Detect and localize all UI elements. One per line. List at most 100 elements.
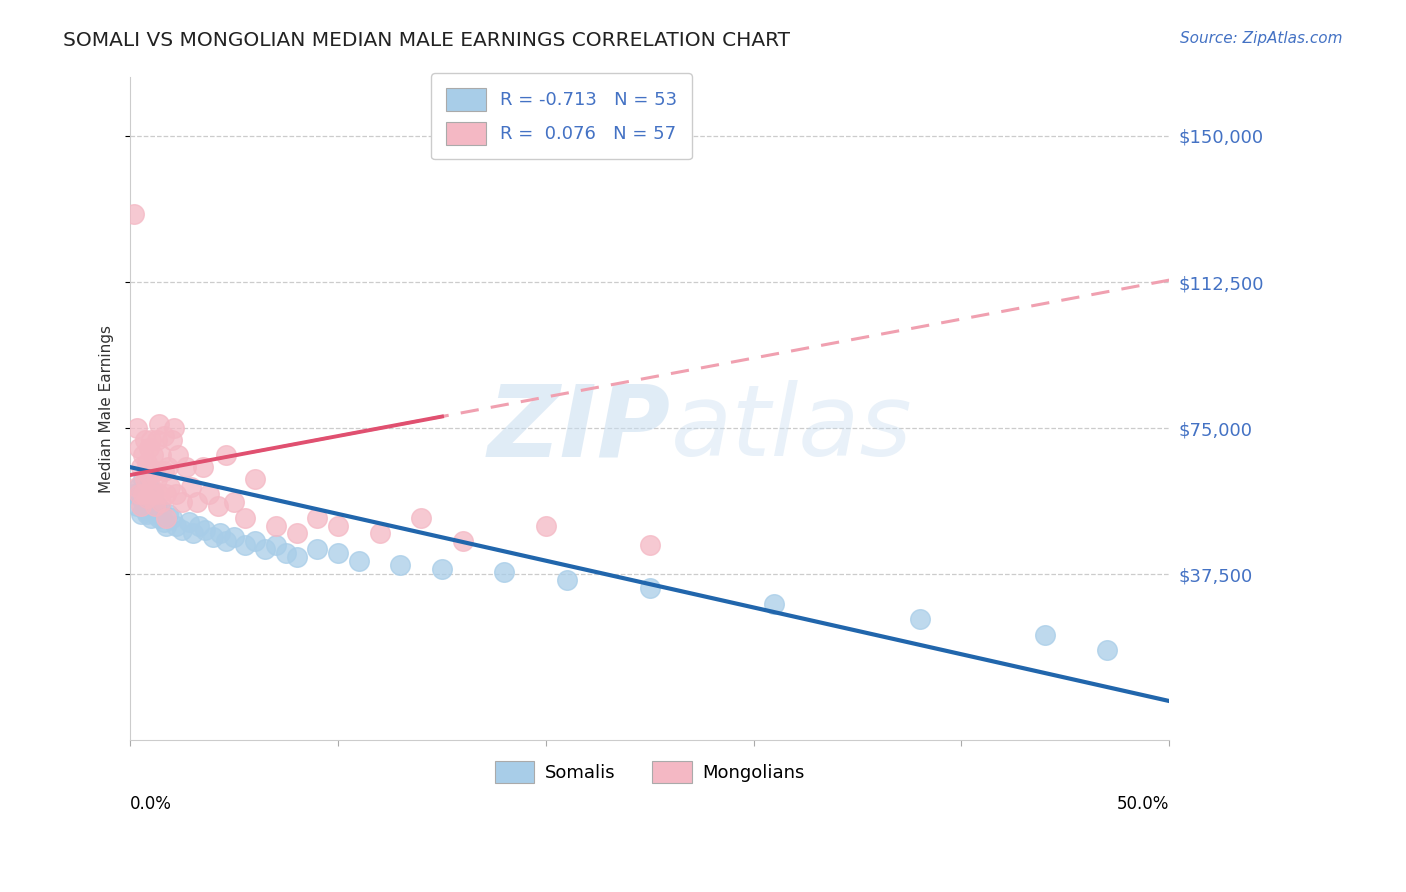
Point xyxy=(411,511,433,525)
Point xyxy=(142,487,165,501)
Point xyxy=(207,499,229,513)
Text: SOMALI VS MONGOLIAN MEDIAN MALE EARNINGS CORRELATION CHART: SOMALI VS MONGOLIAN MEDIAN MALE EARNINGS… xyxy=(63,31,790,50)
Point xyxy=(908,612,931,626)
Point xyxy=(638,581,661,595)
Point xyxy=(132,449,155,463)
Point xyxy=(155,518,177,533)
Point xyxy=(307,541,329,556)
Point xyxy=(124,487,146,501)
Point xyxy=(224,495,246,509)
Text: Source: ZipAtlas.com: Source: ZipAtlas.com xyxy=(1180,31,1343,46)
Point xyxy=(243,534,266,549)
Point xyxy=(156,460,179,475)
Point xyxy=(638,538,661,552)
Point xyxy=(142,503,165,517)
Text: atlas: atlas xyxy=(671,380,912,477)
Point xyxy=(160,511,183,525)
Point xyxy=(139,480,162,494)
Point xyxy=(264,538,287,552)
Point xyxy=(146,499,169,513)
Point xyxy=(159,480,181,494)
Point xyxy=(125,421,148,435)
Point xyxy=(285,549,308,564)
Point xyxy=(224,530,246,544)
Point xyxy=(138,480,160,494)
Point xyxy=(150,495,173,509)
Point xyxy=(155,511,177,525)
Point xyxy=(146,433,169,447)
Point xyxy=(215,449,238,463)
Point xyxy=(176,460,198,475)
Point xyxy=(243,472,266,486)
Point xyxy=(134,472,156,486)
Point xyxy=(128,487,150,501)
Point xyxy=(150,503,173,517)
Point xyxy=(215,534,238,549)
Point xyxy=(129,507,152,521)
Point xyxy=(194,523,217,537)
Point xyxy=(143,464,166,478)
Point xyxy=(233,538,256,552)
Point xyxy=(128,441,150,455)
Point xyxy=(129,499,152,513)
Point xyxy=(180,480,202,494)
Point xyxy=(254,541,277,556)
Y-axis label: Median Male Earnings: Median Male Earnings xyxy=(100,325,114,492)
Text: ZIP: ZIP xyxy=(488,380,671,477)
Point xyxy=(136,491,159,506)
Point xyxy=(129,491,152,506)
Point xyxy=(451,534,474,549)
Point xyxy=(132,487,155,501)
Point xyxy=(181,526,204,541)
Point xyxy=(285,526,308,541)
Point xyxy=(142,487,165,501)
Point xyxy=(494,566,516,580)
Point xyxy=(208,526,231,541)
Point xyxy=(132,495,155,509)
Point xyxy=(146,472,169,486)
Point xyxy=(202,530,225,544)
Point xyxy=(132,472,155,486)
Point xyxy=(1033,628,1056,642)
Point xyxy=(143,499,166,513)
Point xyxy=(125,480,148,494)
Point xyxy=(136,507,159,521)
Point xyxy=(136,491,159,506)
Point xyxy=(191,460,214,475)
Point xyxy=(187,518,209,533)
Point xyxy=(177,515,200,529)
Point xyxy=(1095,643,1118,657)
Point xyxy=(389,558,412,572)
Point xyxy=(138,467,160,482)
Point xyxy=(167,449,190,463)
Point xyxy=(165,487,187,501)
Point xyxy=(136,456,159,470)
Point xyxy=(134,433,156,447)
Point xyxy=(307,511,329,525)
Point xyxy=(134,483,156,498)
Point xyxy=(148,511,170,525)
Point xyxy=(163,421,186,435)
Point xyxy=(138,441,160,455)
Point xyxy=(368,526,391,541)
Point xyxy=(138,499,160,513)
Point xyxy=(124,207,146,221)
Point xyxy=(129,460,152,475)
Point xyxy=(128,480,150,494)
Point xyxy=(172,495,194,509)
Point xyxy=(139,433,162,447)
Point xyxy=(134,503,156,517)
Point xyxy=(139,495,162,509)
Point xyxy=(150,449,173,463)
Legend: Somalis, Mongolians: Somalis, Mongolians xyxy=(488,754,813,790)
Point xyxy=(148,417,170,432)
Point xyxy=(139,511,162,525)
Point xyxy=(172,523,194,537)
Point xyxy=(165,518,187,533)
Point xyxy=(156,507,179,521)
Point xyxy=(198,487,221,501)
Point xyxy=(142,449,165,463)
Point xyxy=(125,499,148,513)
Point xyxy=(186,495,208,509)
Point xyxy=(143,507,166,521)
